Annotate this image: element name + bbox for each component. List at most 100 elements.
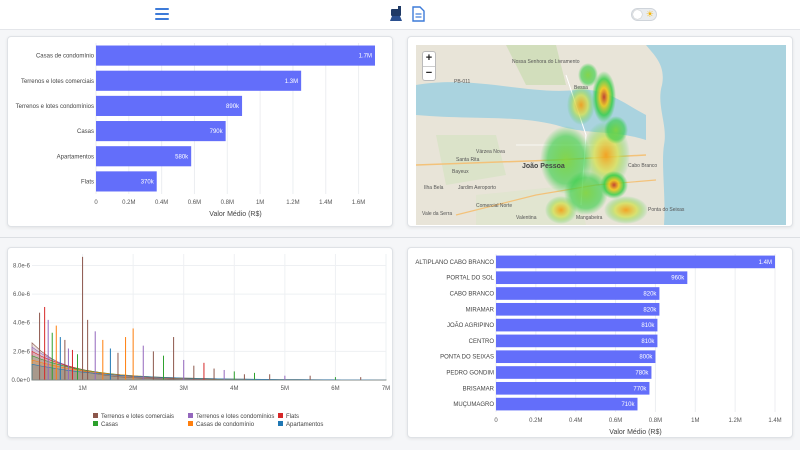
bar: [496, 397, 638, 411]
y-tick-label: 8.0e-6: [13, 263, 31, 269]
x-tick-label: 1.6M: [352, 200, 365, 206]
category-label: Casas de condomínio: [36, 54, 95, 60]
y-tick-label: 0.0e+0: [11, 378, 30, 384]
y-tick-label: 4.0e-6: [13, 321, 31, 327]
bar: [96, 171, 157, 192]
x-tick-label: 0: [94, 200, 98, 206]
data-label: 890k: [226, 104, 240, 110]
map-label: Santa Rita: [456, 157, 480, 163]
category-label: Flats: [81, 179, 94, 185]
x-tick-label: 2M: [129, 386, 137, 392]
section-divider: [0, 237, 800, 238]
map-label: João Pessoa: [522, 163, 565, 170]
legend-swatch: [278, 421, 283, 426]
bar: [496, 334, 658, 348]
category-label: MIRAMAR: [466, 307, 495, 313]
price-distribution-chart: 0.0e+0 2.0e-6 4.0e-6 6.0e-6 8.0e-6 1M 2M 3M 4M 5M…: [11, 254, 390, 428]
bar: [496, 366, 652, 379]
property-type-bar-chart: 0 0.2M 0.4M 0.6M 0.8M 1M 1.2M 1.4M 1.6M Casas de …: [16, 43, 375, 218]
category-label: PORTAL DO SOL: [446, 276, 494, 282]
data-label: 1.7M: [359, 54, 372, 60]
bar: [496, 271, 688, 285]
map-label: Jardim Aeroporto: [458, 185, 497, 191]
x-tick-label: 1.2M: [286, 200, 299, 206]
x-tick-label: 0.8M: [221, 200, 234, 206]
map-label: PB-011: [454, 79, 471, 85]
map-zoom-control: + −: [422, 51, 436, 81]
map-label: Bayeux: [452, 169, 469, 175]
category-label: Terrenos e lotes comerciais: [21, 79, 94, 85]
map-label: Mangabeira: [576, 215, 603, 221]
data-label: 820k: [643, 292, 657, 298]
category-label: ALTIPLANO CABO BRANCO: [415, 260, 494, 266]
x-tick-label: 0.6M: [609, 418, 622, 424]
zoom-out-button[interactable]: −: [423, 66, 435, 80]
x-tick-label: 7M: [382, 386, 390, 392]
toggle-knob: [633, 10, 642, 19]
legend-label: Casas de condomínio: [196, 422, 255, 428]
category-label: Casas: [77, 129, 94, 135]
legend-swatch: [93, 413, 98, 418]
x-tick-label: 5M: [281, 386, 289, 392]
legend-swatch: [188, 421, 193, 426]
legend-label: Terrenos e lotes condomínios: [196, 414, 274, 420]
category-label: CABO BRANCO: [450, 292, 495, 298]
legend-label: Terrenos e lotes comerciais: [101, 414, 174, 420]
category-label: BRISAMAR: [463, 386, 495, 392]
map-background: [416, 45, 786, 225]
map-card: + − Nossa Senhora do Livramento Santa Ri…: [407, 36, 793, 227]
bar: [96, 95, 243, 116]
category-label: CENTRO: [469, 339, 495, 345]
data-label: 580k: [175, 154, 189, 160]
category-label: PEDRO GONDIM: [446, 371, 494, 377]
legend-swatch: [93, 421, 98, 426]
hamburger-menu-icon[interactable]: [155, 8, 169, 20]
neighborhood-bar-chart: 0 0.2M 0.4M 0.6M 0.8M 1M 1.2M 1.4M ALTIPLANO CAB…: [415, 254, 782, 436]
category-label: JOÃO AGRIPINO: [447, 322, 494, 329]
data-label: 810k: [641, 339, 655, 345]
data-label: 800k: [639, 355, 653, 361]
map-label: Ponta do Seixas: [648, 207, 685, 213]
broom-icon[interactable]: [389, 6, 403, 22]
bar: [496, 381, 650, 395]
x-tick-label: 0.2M: [529, 418, 542, 424]
x-tick-label: 1M: [78, 386, 86, 392]
map-label: Várzea Nova: [476, 149, 505, 155]
data-label: 370k: [141, 179, 155, 185]
x-axis-label: Valor Médio (R$): [609, 429, 661, 436]
x-tick-label: 0.8M: [649, 418, 662, 424]
x-tick-label: 0.2M: [122, 200, 135, 206]
legend-swatch: [278, 413, 283, 418]
zoom-in-button[interactable]: +: [425, 52, 433, 64]
bar: [496, 255, 775, 269]
data-label: 810k: [641, 323, 655, 329]
map-label: Valentina: [516, 215, 537, 221]
x-tick-label: 0.6M: [188, 200, 201, 206]
data-label: 1.4M: [759, 260, 772, 266]
neighborhood-chart-card: 0 0.2M 0.4M 0.6M 0.8M 1M 1.2M 1.4M ALTIPLANO CAB…: [407, 247, 793, 438]
data-label: 820k: [643, 307, 657, 313]
theme-toggle[interactable]: ☀: [631, 8, 657, 21]
x-tick-label: 4M: [230, 386, 238, 392]
bar: [96, 146, 192, 167]
data-label: 710k: [621, 402, 635, 408]
top-navbar: ☀: [0, 0, 800, 30]
x-tick-label: 0.4M: [569, 418, 582, 424]
x-tick-label: 0.4M: [155, 200, 168, 206]
heatmap-map[interactable]: + − Nossa Senhora do Livramento Santa Ri…: [416, 45, 786, 225]
legend-swatch: [188, 413, 193, 418]
x-tick-label: 0: [494, 418, 498, 424]
category-label: MUÇUMAGRO: [453, 402, 494, 408]
map-label: Comercial Norte: [476, 203, 513, 209]
x-tick-label: 3M: [180, 386, 188, 392]
bar: [496, 318, 658, 332]
x-tick-label: 1M: [691, 418, 699, 424]
bar: [496, 287, 660, 300]
document-icon[interactable]: [412, 6, 425, 22]
legend-label: Apartamentos: [286, 422, 323, 428]
density-area: [31, 363, 387, 381]
y-tick-label: 2.0e-6: [13, 349, 31, 355]
y-tick-label: 6.0e-6: [13, 292, 31, 298]
map-label: Ilha Bela: [424, 185, 444, 191]
category-label: PONTA DO SEIXAS: [440, 355, 494, 361]
